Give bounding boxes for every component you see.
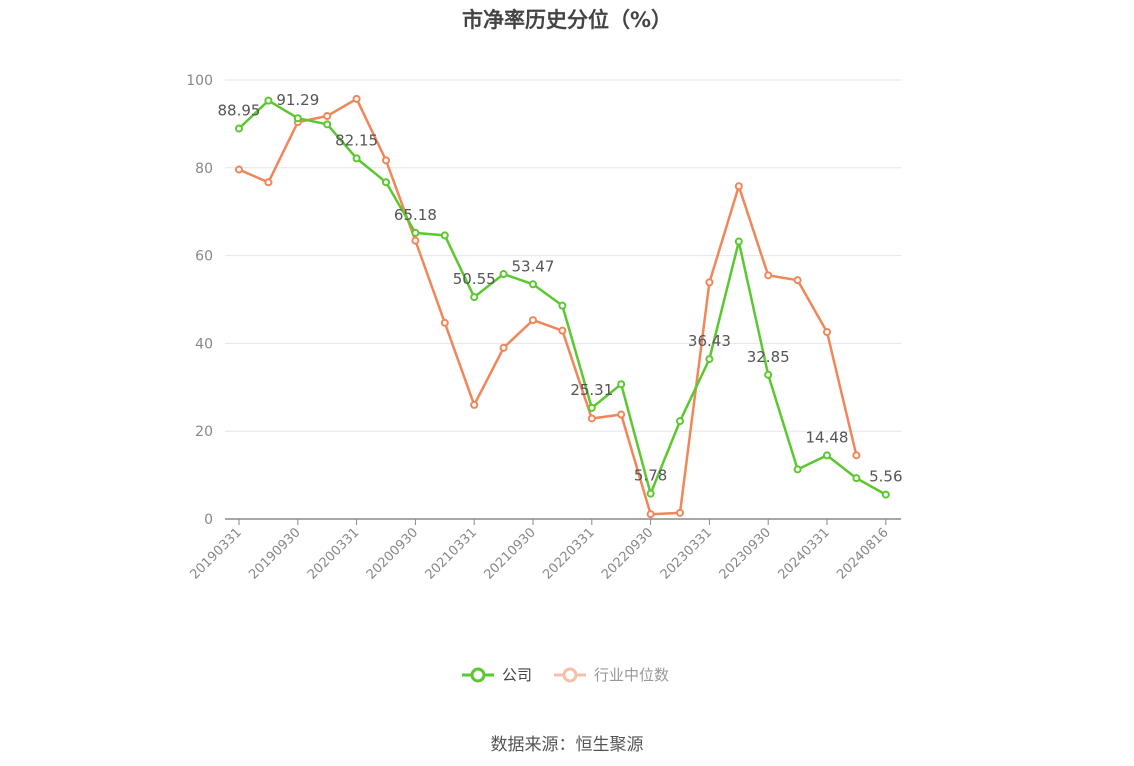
- x-tick-label: 20220331: [540, 525, 597, 582]
- data-label: 5.56: [869, 468, 902, 486]
- company-data-point: [705, 355, 714, 364]
- company-data-point: [264, 96, 273, 105]
- x-tick-label: 20240331: [775, 525, 832, 582]
- data-labels: 88.95 91.29 82.15 65.18 50.55 53.47 25.31 5.78 3…: [218, 91, 903, 485]
- company-data-point: [823, 451, 831, 460]
- company-data-point: [617, 380, 626, 389]
- industry-median-data-point: [558, 326, 567, 335]
- grid-lines: [225, 79, 901, 432]
- x-tick-label: 20240816: [834, 525, 891, 582]
- industry-median-data-point: [705, 278, 714, 287]
- industry-median-data-point: [440, 318, 449, 327]
- data-label: 53.47: [512, 257, 555, 275]
- x-tick-label: 20230331: [658, 525, 715, 582]
- company-data-point: [676, 417, 684, 426]
- y-tick-label: 100: [186, 73, 213, 89]
- data-label: 65.18: [394, 206, 437, 224]
- legend-item-company[interactable]: 公司: [462, 664, 532, 685]
- industry-median-data-point: [382, 156, 390, 165]
- company-data-point: [734, 237, 743, 246]
- data-label: 14.48: [806, 428, 849, 446]
- data-label: 25.31: [570, 381, 613, 399]
- legend-label-industry-median: 行业中位数: [594, 666, 670, 684]
- industry-median-data-point: [646, 510, 655, 519]
- company-data-point: [352, 154, 361, 163]
- industry-median-data-point: [764, 271, 773, 280]
- company-data-point: [440, 231, 449, 240]
- industry-median-data-point: [352, 94, 361, 103]
- company-data-point: [764, 370, 773, 379]
- source-note: 数据来源：恒生聚源: [490, 735, 644, 755]
- company-data-point: [881, 490, 890, 499]
- company-data-point: [382, 178, 390, 187]
- industry-median-data-point: [529, 316, 537, 325]
- company-data-point: [852, 474, 861, 483]
- data-label: 5.78: [634, 467, 667, 485]
- industry-median-data-point: [323, 111, 332, 120]
- company-data-point: [470, 293, 479, 302]
- data-label: 32.85: [747, 348, 790, 366]
- industry-median-data-point: [676, 508, 684, 517]
- data-label: 50.55: [453, 270, 496, 288]
- data-label: 91.29: [276, 91, 319, 109]
- company-data-point: [558, 301, 567, 310]
- industry-median-series-line: [238, 97, 858, 516]
- industry-median-data-point: [852, 451, 861, 460]
- legend-label-company: 公司: [502, 666, 533, 684]
- y-tick-label: 80: [195, 161, 213, 177]
- x-tick-label: 20230930: [717, 525, 774, 582]
- x-tick-label: 20190331: [187, 525, 244, 582]
- legend-line-circle-icon: [554, 667, 587, 682]
- y-tick-label: 40: [195, 336, 213, 352]
- y-tick-label: 20: [195, 424, 213, 440]
- x-tick-label: 20190930: [246, 525, 303, 582]
- x-tick-label: 20210930: [481, 525, 538, 582]
- x-tick-label: 20200331: [305, 525, 362, 582]
- data-label: 88.95: [218, 102, 261, 120]
- x-tick-label: 20210331: [423, 525, 480, 582]
- company-data-point: [646, 489, 655, 498]
- x-tick-label: 20220930: [599, 525, 656, 582]
- company-data-point: [411, 228, 420, 237]
- data-label: 82.15: [335, 131, 378, 149]
- industry-median-data-point: [499, 343, 508, 352]
- data-label: 36.43: [688, 332, 731, 350]
- y-tick-label: 0: [204, 512, 213, 528]
- industry-median-data-point: [470, 400, 479, 409]
- industry-median-data-point: [823, 327, 831, 336]
- legend: 公司 行业中位数: [462, 664, 691, 685]
- company-data-point: [499, 270, 508, 279]
- company-series-line: [238, 99, 887, 496]
- company-data-point: [293, 114, 302, 123]
- series-lines: [235, 94, 890, 519]
- y-tick-label: 60: [195, 249, 213, 265]
- legend-item-industry-median[interactable]: 行业中位数: [554, 664, 669, 685]
- company-data-point: [793, 465, 802, 474]
- legend-line-circle-icon: [462, 667, 494, 682]
- industry-median-data-point: [264, 178, 273, 187]
- company-data-point: [323, 120, 332, 129]
- industry-median-data-point: [587, 414, 596, 423]
- industry-median-data-point: [793, 276, 802, 285]
- y-axis-ticks: 0 20 40 60 80 100: [186, 73, 213, 528]
- x-axis: 20190331 20190930 20200331 20200930 20210331…: [187, 518, 901, 583]
- company-data-point: [587, 403, 596, 412]
- company-data-point: [235, 124, 243, 133]
- industry-median-data-point: [235, 165, 243, 174]
- industry-median-data-point: [617, 410, 626, 419]
- company-data-point: [529, 280, 537, 289]
- x-tick-label: 20200930: [364, 525, 421, 582]
- industry-median-data-point: [411, 236, 420, 245]
- chart-title: 市净率历史分位（%）: [461, 8, 673, 32]
- industry-median-data-point: [734, 182, 743, 191]
